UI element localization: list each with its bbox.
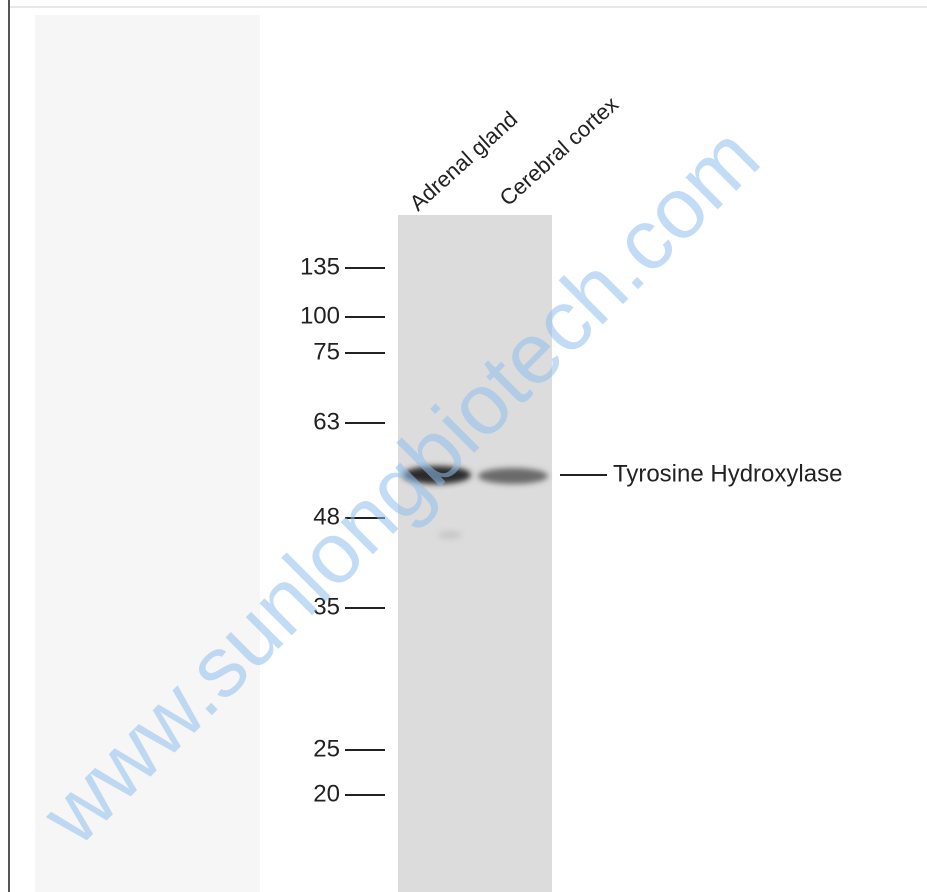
marker-label: 20: [313, 780, 340, 807]
marker-label: 75: [313, 338, 340, 365]
marker-label: 63: [313, 408, 340, 435]
screenshot: 135100756348352520 Adrenal gland Cerebra…: [0, 0, 927, 892]
band-cortex: [478, 468, 548, 484]
marker-label: 25: [313, 735, 340, 762]
marker-label: 100: [300, 302, 340, 329]
marker-label: 135: [300, 253, 340, 280]
band-label: Tyrosine Hydroxylase: [613, 460, 842, 487]
faint-spot: [438, 531, 462, 539]
page: 135100756348352520 Adrenal gland Cerebra…: [0, 0, 927, 892]
